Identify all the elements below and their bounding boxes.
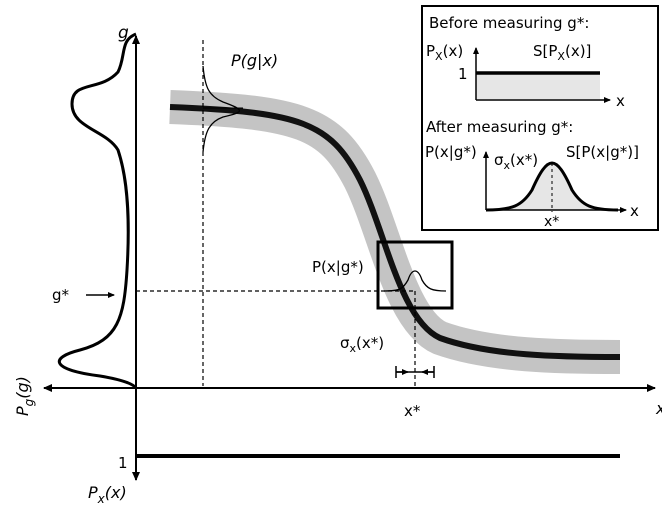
inset-before-entropy: S[PX(x)]: [533, 42, 591, 63]
x-axis-label: x: [655, 399, 662, 418]
inset-after-xstar: x*: [544, 214, 559, 230]
p-x-given-gstar-label: P(x|g*): [312, 258, 364, 276]
pg-axis-label: Pg(g): [13, 376, 36, 416]
inset-before-x: x: [616, 92, 625, 110]
svg-text:Pg(g): Pg(g): [13, 376, 36, 416]
inset-before-uniform-fill: [476, 73, 600, 99]
inset-before-one: 1: [458, 65, 468, 83]
one-label-bottom: 1: [118, 454, 128, 472]
x-star-label: x*: [404, 402, 421, 420]
zoom-box: [376, 240, 454, 310]
inset-after-entropy: S[P(x|g*)]: [566, 143, 639, 161]
inset-after-x: x: [630, 202, 639, 220]
g-axis-label: g: [118, 23, 129, 43]
p-g-distribution-curve: [57, 32, 138, 390]
inset-after-sigma: σx(x*): [494, 151, 538, 172]
inset-after-ylabel: P(x|g*): [425, 143, 477, 161]
p-g-given-x-label: P(g|x): [231, 51, 278, 70]
px-axis-label: Px(x): [88, 483, 127, 506]
inset-before-ylabel: PX(x): [426, 42, 463, 63]
inset-before-title: Before measuring g*:: [429, 14, 589, 32]
inset-after-title: After measuring g*:: [426, 118, 573, 136]
sigma-x-label: σx(x*): [340, 334, 384, 355]
inset-panel: Before measuring g*: PX(x) S[PX(x)] 1 x …: [421, 5, 659, 231]
response-curve: [169, 104, 621, 360]
inset-after-gaussian-fill: [486, 163, 618, 210]
p-x-given-gstar-mini-curve: [383, 270, 447, 292]
g-star-label: g*: [52, 286, 70, 304]
p-g-given-x-curve: [202, 65, 241, 153]
